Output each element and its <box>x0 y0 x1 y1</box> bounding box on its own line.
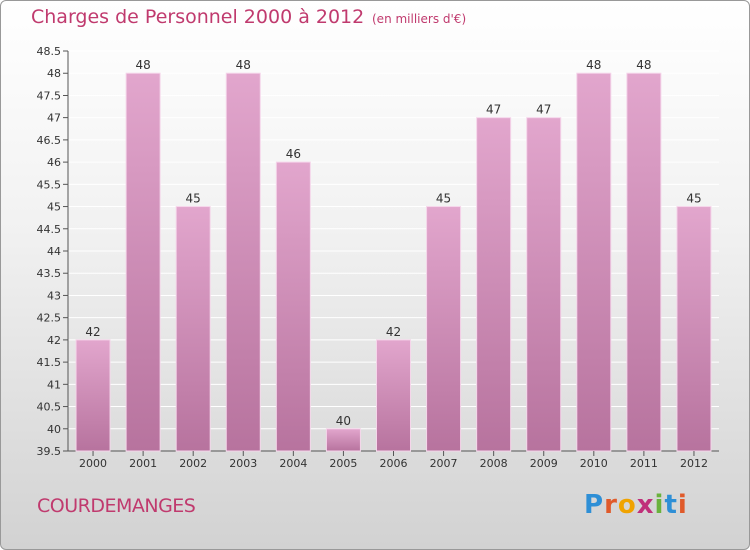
y-tick-label: 48.5 <box>37 45 62 58</box>
x-tick-label: 2004 <box>279 457 307 470</box>
y-tick-label: 46 <box>47 156 61 169</box>
y-tick-label: 42.5 <box>37 312 62 325</box>
logo-letter: x <box>636 490 655 520</box>
logo-letter: t <box>664 490 678 520</box>
x-tick-label: 2012 <box>680 457 708 470</box>
x-axis-ticks: 2000 2001 2002 2003 2004 2005 2006 2007 2008 2009… <box>79 451 708 470</box>
y-tick-label: 42 <box>47 334 61 347</box>
chart-unit: (en milliers d'€) <box>372 12 467 26</box>
y-tick-label: 41.5 <box>37 356 62 369</box>
data-label: 45 <box>436 192 451 206</box>
data-label: 42 <box>386 325 401 339</box>
y-tick-label: 41 <box>47 378 61 391</box>
x-tick-label: 2008 <box>480 457 508 470</box>
logo-letter: r <box>604 490 618 520</box>
data-label: 47 <box>536 103 551 117</box>
chart-title: Charges de Personnel 2000 à 2012 <box>31 6 365 28</box>
bar-2002 <box>175 206 211 452</box>
logo-letter: i <box>654 490 665 520</box>
x-tick-label: 2000 <box>79 457 107 470</box>
y-tick-label: 39.5 <box>37 445 62 458</box>
x-tick-label: 2003 <box>229 457 257 470</box>
bar-2010 <box>576 72 612 452</box>
proxiti-logo[interactable]: Proxiti <box>584 490 688 520</box>
y-tick-label: 40.5 <box>37 401 62 414</box>
bar-2012 <box>676 206 712 452</box>
bar-2003 <box>225 72 261 452</box>
logo-letter: i <box>677 490 688 520</box>
bar-2005 <box>325 428 361 452</box>
bar-2000 <box>75 339 111 452</box>
x-tick-label: 2001 <box>129 457 157 470</box>
data-label: 45 <box>686 192 701 206</box>
data-label: 42 <box>85 325 100 339</box>
bars <box>75 72 712 452</box>
y-tick-label: 40 <box>47 423 61 436</box>
data-label: 45 <box>186 192 201 206</box>
bar-2001 <box>125 72 161 452</box>
x-tick-label: 2005 <box>329 457 357 470</box>
y-tick-label: 48 <box>47 67 61 80</box>
y-tick-label: 44 <box>47 245 61 258</box>
data-label: 48 <box>135 58 150 72</box>
y-tick-label: 45.5 <box>37 178 62 191</box>
logo-letter: o <box>617 490 637 520</box>
town-name: COURDEMANGES <box>37 495 196 517</box>
y-tick-label: 45 <box>47 201 61 214</box>
logo-letter: P <box>584 490 605 520</box>
x-tick-label: 2002 <box>179 457 207 470</box>
y-tick-label: 43.5 <box>37 267 62 280</box>
y-tick-label: 47.5 <box>37 89 62 102</box>
x-tick-label: 2011 <box>630 457 658 470</box>
x-tick-label: 2009 <box>530 457 558 470</box>
y-tick-label: 47 <box>47 112 61 125</box>
y-tick-label: 44.5 <box>37 223 62 236</box>
y-tick-label: 43 <box>47 289 61 302</box>
x-tick-label: 2007 <box>430 457 458 470</box>
bar-2009 <box>526 117 562 452</box>
data-label: 46 <box>286 147 301 161</box>
data-label: 40 <box>336 414 351 428</box>
bar-2007 <box>426 206 462 452</box>
bar-2004 <box>275 161 311 452</box>
data-label: 48 <box>636 58 651 72</box>
bar-2011 <box>626 72 662 452</box>
data-label: 48 <box>236 58 251 72</box>
data-label: 48 <box>586 58 601 72</box>
bar-2006 <box>376 339 411 452</box>
data-label: 47 <box>486 103 501 117</box>
x-tick-label: 2006 <box>380 457 408 470</box>
bar-2008 <box>476 117 512 452</box>
x-tick-label: 2010 <box>580 457 608 470</box>
y-tick-label: 46.5 <box>37 134 62 147</box>
data-labels: 42 48 45 48 46 40 42 45 47 47 48 48 45 <box>85 58 701 428</box>
